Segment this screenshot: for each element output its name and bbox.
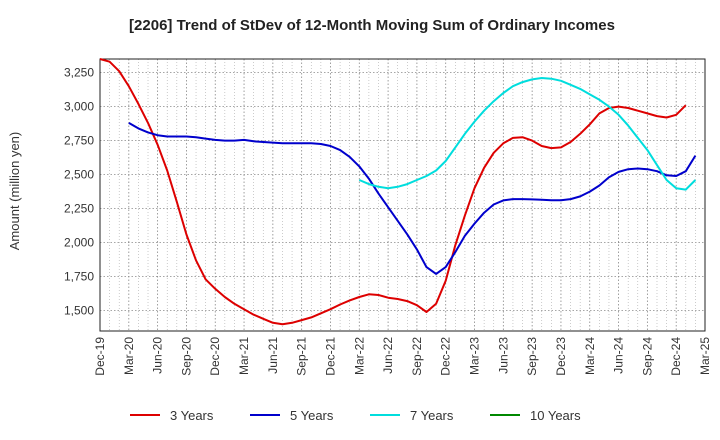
x-tick-label: Sep-24	[640, 337, 654, 376]
y-tick-label: 3,250	[64, 66, 94, 80]
x-tick-label: Dec-20	[208, 337, 222, 376]
x-tick-label: Jun-23	[496, 337, 510, 374]
x-tick-label: Sep-23	[525, 337, 539, 376]
x-ticks: Dec-19 Mar-20 Jun-20 Sep-20 Dec-20 Mar-21 Jun-…	[93, 337, 712, 376]
x-tick-label: Sep-22	[410, 337, 424, 376]
x-tick-label: Mar-21	[237, 337, 251, 375]
series-lines	[99, 58, 697, 326]
grid	[100, 59, 705, 331]
x-tick-label: Dec-24	[669, 337, 683, 376]
y-tick-label: 2,250	[64, 202, 94, 216]
plot-area	[100, 59, 705, 331]
y-tick-label: 1,500	[64, 304, 94, 318]
series-line-1	[99, 58, 687, 326]
chart-title: [2206] Trend of StDev of 12-Month Moving…	[129, 17, 615, 34]
x-tick-label: Jun-24	[612, 337, 626, 374]
y-tick-label: 3,000	[64, 100, 94, 114]
plot-frame	[99, 58, 706, 332]
x-tick-label: Jun-20	[151, 337, 165, 374]
x-tick-label: Dec-22	[439, 337, 453, 376]
y-tick-label: 1,750	[64, 270, 94, 284]
x-tick-label: Mar-24	[583, 337, 597, 375]
x-tick-label: Mar-23	[468, 337, 482, 375]
legend: 3 Years 5 Years 7 Years 10 Years	[130, 408, 581, 423]
x-tick-label: Mar-20	[122, 337, 136, 375]
series-line-2	[128, 122, 697, 275]
legend-label: 10 Years	[530, 408, 581, 423]
x-tick-label: Dec-19	[93, 337, 107, 376]
x-tick-label: Dec-21	[323, 337, 337, 376]
y-tick-label: 2,750	[64, 134, 94, 148]
y-axis-label: Amount (million yen)	[7, 132, 22, 251]
y-tick-label: 2,000	[64, 236, 94, 250]
series-line-3	[358, 77, 697, 191]
y-ticks: 1,500 1,750 2,000 2,250 2,500 2,750 3,000 3,250	[64, 66, 94, 318]
x-tick-label: Jun-21	[266, 337, 280, 374]
x-tick-label: Sep-21	[295, 337, 309, 376]
legend-label: 3 Years	[170, 408, 214, 423]
y-tick-label: 2,500	[64, 168, 94, 182]
x-tick-label: Sep-20	[179, 337, 193, 376]
x-tick-label: Mar-25	[698, 337, 712, 375]
x-tick-label: Dec-23	[554, 337, 568, 376]
legend-label: 5 Years	[290, 408, 334, 423]
x-tick-label: Jun-22	[381, 337, 395, 374]
legend-label: 7 Years	[410, 408, 454, 423]
x-tick-label: Mar-22	[352, 337, 366, 375]
